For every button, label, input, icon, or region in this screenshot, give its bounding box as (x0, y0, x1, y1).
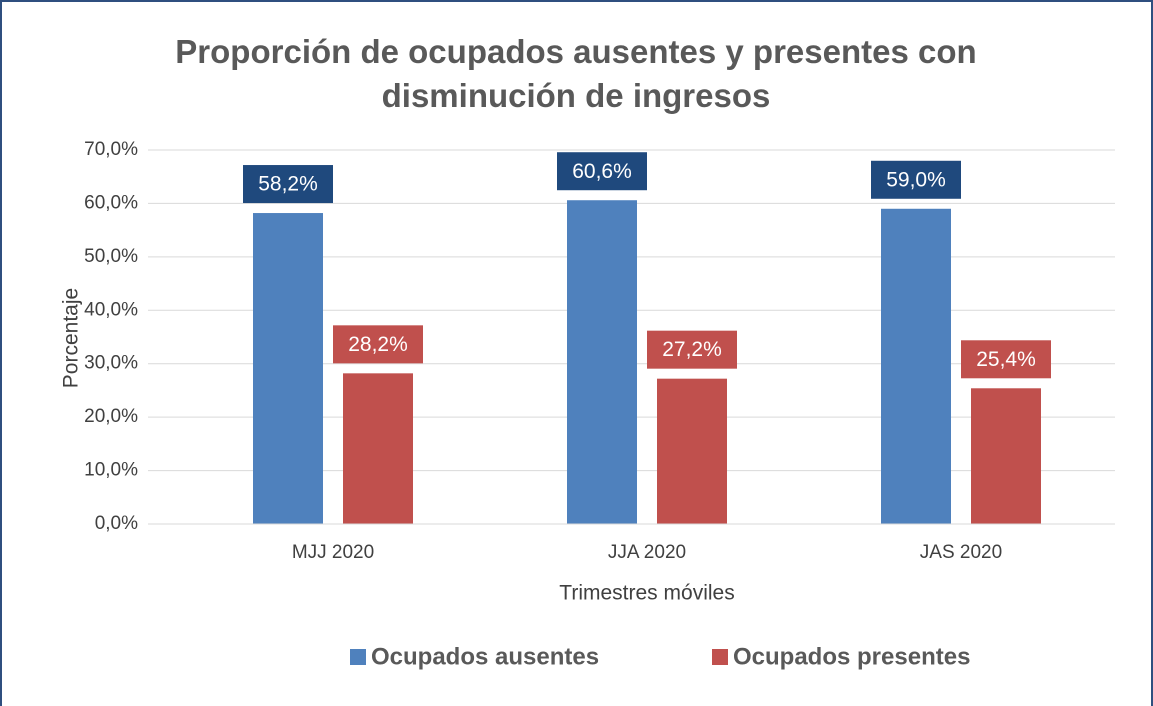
x-tick-label: JJA 2020 (608, 542, 686, 563)
bar (343, 373, 413, 524)
bar (657, 378, 727, 524)
legend-label: Ocupados presentes (733, 643, 970, 670)
y-tick-label: 0,0% (95, 513, 138, 534)
legend-swatch (712, 649, 728, 665)
y-tick-label: 50,0% (84, 246, 138, 267)
x-axis-title: Trimestres móviles (559, 582, 734, 605)
data-label: 28,2% (348, 333, 408, 356)
bar (567, 200, 637, 525)
data-label-box (871, 160, 961, 199)
data-label: 60,6% (572, 160, 632, 183)
data-label-box (557, 152, 647, 191)
data-label: 25,4% (976, 348, 1036, 371)
y-tick-label: 20,0% (84, 406, 138, 427)
y-tick-label: 10,0% (84, 460, 138, 481)
legend-swatch (350, 649, 366, 665)
chart-title: Proporción de ocupados ausentes y presen… (175, 33, 977, 114)
legend-label: Ocupados ausentes (371, 643, 599, 670)
y-tick-label: 70,0% (84, 139, 138, 160)
y-tick-label: 30,0% (84, 353, 138, 374)
bar (253, 213, 323, 524)
bar (881, 208, 951, 524)
y-axis-title: Porcentaje (60, 288, 83, 388)
data-label-box (647, 330, 737, 369)
bar (971, 388, 1041, 524)
data-label: 58,2% (258, 173, 318, 196)
data-label: 59,0% (886, 168, 946, 191)
data-label: 27,2% (662, 338, 722, 361)
x-tick-label: MJJ 2020 (292, 542, 374, 563)
data-label-box (243, 165, 333, 204)
data-label-box (333, 325, 423, 364)
y-tick-label: 60,0% (84, 192, 138, 213)
y-tick-label: 40,0% (84, 299, 138, 320)
x-tick-label: JAS 2020 (920, 542, 1002, 563)
data-label-box (961, 340, 1051, 379)
